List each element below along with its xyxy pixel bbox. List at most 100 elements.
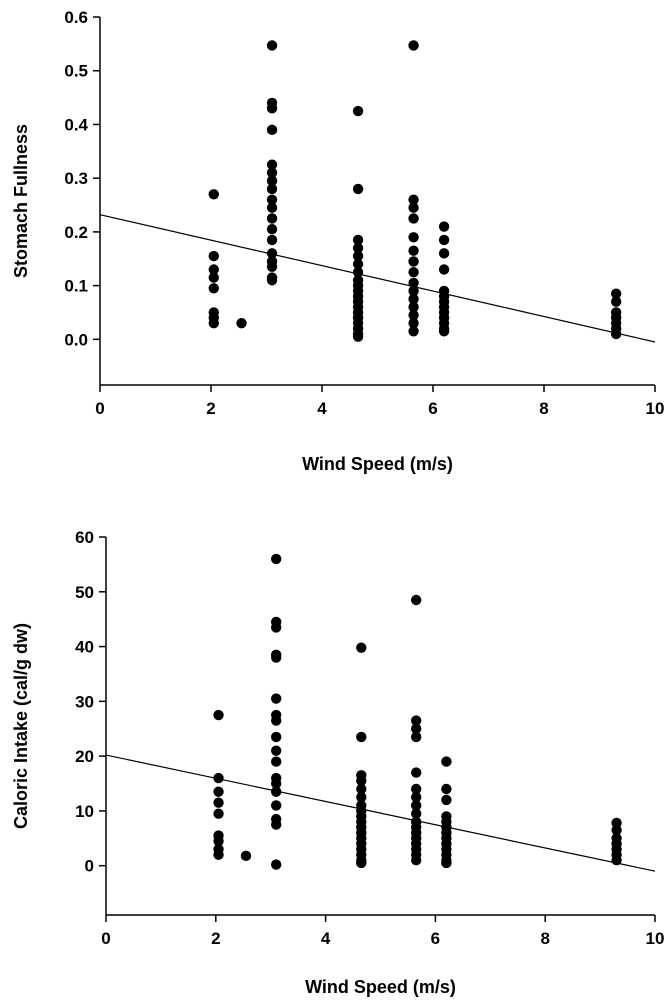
data-point [208,272,219,283]
x-tick-label: 2 [206,399,215,418]
data-point [352,105,364,117]
data-point [266,167,278,178]
data-point [352,234,364,246]
data-point [270,715,282,726]
data-point [213,797,224,808]
data-point [270,693,282,704]
y-tick-label: 60 [75,528,94,547]
data-point [213,709,224,721]
x-tick-label: 6 [431,929,440,948]
x-tick-label: 4 [321,929,331,948]
data-point [270,800,282,811]
data-point [611,855,622,866]
y-tick-label: 0.3 [64,169,88,188]
y-tick-label: 0.5 [64,62,88,81]
data-point [410,767,422,778]
x-tick-label: 10 [646,399,665,418]
data-point [270,859,282,870]
data-point [270,652,282,663]
data-point [236,318,247,329]
data-point [266,234,278,246]
y-tick-label: 0.4 [64,115,88,134]
data-point [408,213,419,224]
y-tick-label: 0.2 [64,223,88,242]
data-point [208,264,219,275]
data-point [352,258,364,270]
data-point [438,248,450,259]
data-point [441,783,452,795]
y-tick-label: 0.1 [64,277,88,296]
data-point [610,288,622,299]
data-point [270,553,282,565]
data-point [356,775,367,786]
data-point [266,194,278,205]
data-point [208,189,219,200]
data-point [408,40,419,51]
data-point [410,808,422,819]
data-point [408,245,419,256]
data-point [408,194,419,205]
data-point [266,224,278,235]
data-point [352,250,364,262]
data-point [270,778,282,789]
data-point [441,794,452,806]
x-tick-label: 0 [101,929,110,948]
x-tick-label: 2 [211,929,220,948]
data-point [356,731,367,743]
data-point [610,328,622,340]
data-point [270,786,282,797]
y-tick-label: 30 [75,692,94,711]
data-point [266,159,278,170]
data-point [213,772,224,784]
data-point [441,857,452,869]
x-tick-label: 10 [646,929,665,948]
data-point [438,264,450,275]
data-point [213,835,224,847]
y-tick-label: 10 [75,802,94,821]
x-axis-title: Wind Speed (m/s) [305,977,456,997]
data-point [410,731,422,743]
data-point [270,745,282,756]
x-tick-label: 6 [428,399,437,418]
data-point [438,221,450,232]
x-tick-label: 8 [539,399,548,418]
data-point [410,855,422,866]
data-point [270,622,282,633]
data-point [266,124,278,136]
x-axis-title: Wind Speed (m/s) [302,454,453,474]
data-point [408,202,419,213]
y-tick-label: 0 [85,857,94,876]
data-point [410,723,422,734]
data-point [356,642,367,653]
data-point [408,277,419,289]
regression-line [99,214,656,343]
data-point [266,175,278,187]
caloric-intake-chart: 0 2 4 6 8 10 0 10 20 30 40 50 60 Wind Speed (m/s) Ca… [11,528,665,997]
data-point [352,266,364,278]
data-point [410,594,422,606]
data-point [266,248,278,259]
plot-marks: 0 2 4 6 8 10 0 10 20 30 40 50 60 [75,528,664,948]
data-point [266,213,278,224]
stomach-fullness-chart: 0 2 4 6 8 10 0.0 0.1 0.2 0.3 0.4 0.5 0.6 Wind Speed … [11,8,665,474]
data-point [266,202,278,213]
data-point [438,326,450,337]
data-point [356,792,367,803]
data-point [352,331,364,342]
data-point [611,817,622,829]
y-tick-label: 50 [75,583,94,602]
data-point [408,301,419,313]
data-point [208,318,219,329]
x-tick-label: 4 [317,399,327,418]
data-point [270,819,282,830]
data-point [270,756,282,767]
data-point [410,783,422,795]
data-point [208,250,219,262]
x-tick-label: 8 [540,929,549,948]
y-axis-title: Stomach Fullness [11,124,31,278]
data-point [408,266,419,278]
data-point [410,715,422,726]
data-point [408,256,419,267]
y-tick-label: 0.6 [64,8,88,27]
